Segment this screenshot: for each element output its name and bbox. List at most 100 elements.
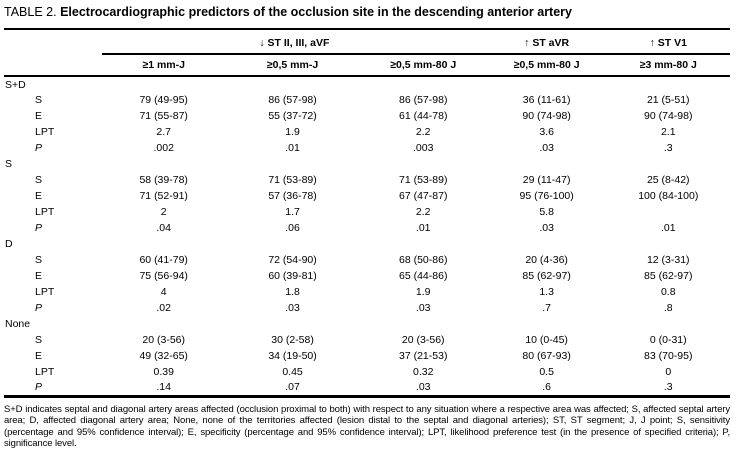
table-row: S 20 (3-56) 30 (2-58) 20 (3-56) 10 (0-45) 0 (… <box>4 332 730 348</box>
stub-cell <box>4 54 102 77</box>
table-row: S 60 (41-79) 72 (54-90) 68 (50-86) 20 (4-36)… <box>4 252 730 268</box>
value-cell: 5.8 <box>539 206 554 218</box>
value-cell: 71 (52-91) <box>139 190 188 202</box>
value-cell: 80 (67-93) <box>522 350 571 362</box>
value-cell: 60 (39-81) <box>268 270 317 282</box>
value-cell: 71 (53-89) <box>268 174 317 186</box>
value-cell: .3 <box>663 381 673 394</box>
row-label: E <box>35 190 43 202</box>
column-header-05mm-80j: ≥0,5 mm-80 J <box>359 54 487 77</box>
value-cell: .03 <box>539 142 554 154</box>
table-row: S 79 (49-95) 86 (57-98) 86 (57-98) 36 (11-61… <box>4 92 730 108</box>
value-cell: .8 <box>663 302 673 314</box>
column-header-05mm-j: ≥0,5 mm-J <box>225 54 360 77</box>
header-columns-row: ≥1 mm-J ≥0,5 mm-J ≥0,5 mm-80 J ≥0,5 mm-8… <box>4 54 730 77</box>
value-cell: .6 <box>542 381 552 394</box>
section-label: None <box>5 318 31 330</box>
header-group-row: ↓ ST II, III, aVF ↑ ST aVR ↑ ST V1 <box>4 29 730 55</box>
table-row: P .04 .06 .01 .03 .01 <box>4 220 730 236</box>
value-cell: .3 <box>663 142 673 154</box>
section-label: S <box>5 158 13 170</box>
value-cell: 68 (50-86) <box>399 254 448 266</box>
value-cell: 60 (41-79) <box>139 254 188 266</box>
section-row-none: None <box>4 316 730 332</box>
section-label: S+D <box>5 78 26 91</box>
value-cell: .01 <box>285 142 300 154</box>
column-header-05mm-80j-avr: ≥0,5 mm-80 J <box>486 54 607 77</box>
value-cell: 25 (8-42) <box>646 174 690 186</box>
value-cell: 4 <box>160 286 167 298</box>
value-cell <box>607 204 730 220</box>
section-row-d: D <box>4 236 730 252</box>
row-label: S <box>35 334 43 346</box>
value-cell: 20 (4-36) <box>525 254 568 266</box>
row-label: S <box>35 174 43 186</box>
value-cell: 0.8 <box>660 286 676 298</box>
value-cell: 75 (56-94) <box>139 270 188 282</box>
value-cell: 10 (0-45) <box>525 334 568 346</box>
value-cell: 36 (11-61) <box>522 94 571 106</box>
value-cell: 37 (21-53) <box>399 350 448 362</box>
row-label: E <box>35 110 43 122</box>
col-group-st-ii-iii-avf: ↓ ST II, III, aVF <box>102 29 487 55</box>
row-label: P <box>35 302 43 314</box>
section-row-sd: S+D <box>4 76 730 92</box>
table-row: E 75 (56-94) 60 (39-81) 65 (44-86) 85 (62-97… <box>4 268 730 284</box>
value-cell: 100 (84-100) <box>638 190 699 202</box>
value-cell: 20 (3-56) <box>401 334 445 346</box>
row-label: LPT <box>35 206 55 218</box>
row-label: E <box>35 350 43 362</box>
value-cell: .01 <box>660 222 676 234</box>
value-cell: 2.2 <box>415 126 431 138</box>
value-cell: 55 (37-72) <box>268 110 317 122</box>
column-header-1mm-j: ≥1 mm-J <box>102 54 226 77</box>
row-label: P <box>35 142 43 154</box>
value-cell: .01 <box>415 222 431 234</box>
row-label: LPT <box>35 286 55 298</box>
value-cell: 90 (74-98) <box>522 110 571 122</box>
value-cell: 3.6 <box>539 126 554 138</box>
value-cell: 71 (53-89) <box>399 174 448 186</box>
value-cell: .02 <box>156 302 171 314</box>
table-row: P .002 .01 .003 .03 .3 <box>4 140 730 156</box>
section-label: D <box>5 238 13 250</box>
table-footnote: S+D indicates septal and diagonal artery… <box>4 403 730 450</box>
value-cell: 95 (76-100) <box>519 190 574 202</box>
value-cell: .04 <box>156 222 171 234</box>
value-cell: 79 (49-95) <box>139 94 188 106</box>
value-cell: 2.1 <box>660 126 676 138</box>
table-number: TABLE 2. <box>4 5 57 19</box>
value-cell: 85 (62-97) <box>644 270 693 282</box>
value-cell: 1.8 <box>285 286 300 298</box>
row-label: P <box>35 381 43 394</box>
value-cell: 65 (44-86) <box>399 270 448 282</box>
value-cell: .7 <box>542 302 552 314</box>
value-cell: .002 <box>153 142 174 154</box>
col-group-st-avr: ↑ ST aVR <box>486 29 607 55</box>
value-cell: .003 <box>413 142 434 154</box>
value-cell: .06 <box>285 222 300 234</box>
row-label: S <box>35 254 43 266</box>
value-cell: 0.32 <box>413 366 434 378</box>
value-cell: 85 (62-97) <box>522 270 571 282</box>
table-title: TABLE 2. Electrocardiographic predictors… <box>4 5 731 20</box>
value-cell: 83 (70-95) <box>644 350 693 362</box>
value-cell: 2 <box>160 206 167 218</box>
value-cell: .03 <box>285 302 300 314</box>
table-row: E 71 (55-87) 55 (37-72) 61 (44-78) 90 (74-98… <box>4 108 730 124</box>
table-row: LPT 0.39 0.45 0.32 0.5 0 <box>4 364 730 380</box>
table-row: P .02 .03 .03 .7 .8 <box>4 300 730 316</box>
value-cell: 2.7 <box>156 126 171 138</box>
value-cell: 2.2 <box>415 206 431 218</box>
row-label: LPT <box>35 366 55 378</box>
value-cell: .03 <box>539 222 554 234</box>
column-header-3mm-80j: ≥3 mm-80 J <box>606 54 730 77</box>
value-cell: 0.5 <box>539 366 554 378</box>
value-cell: 1.9 <box>285 126 300 138</box>
value-cell: 0.45 <box>282 366 303 378</box>
table-row: P .14 .07 .03 .6 .3 <box>4 380 730 396</box>
table-row: LPT 2 1.7 2.2 5.8 <box>4 204 730 220</box>
value-cell: 86 (57-98) <box>268 94 317 106</box>
value-cell: 58 (39-78) <box>139 174 188 186</box>
table-row: E 49 (32-65) 34 (19-50) 37 (21-53) 80 (67-93… <box>4 348 730 364</box>
